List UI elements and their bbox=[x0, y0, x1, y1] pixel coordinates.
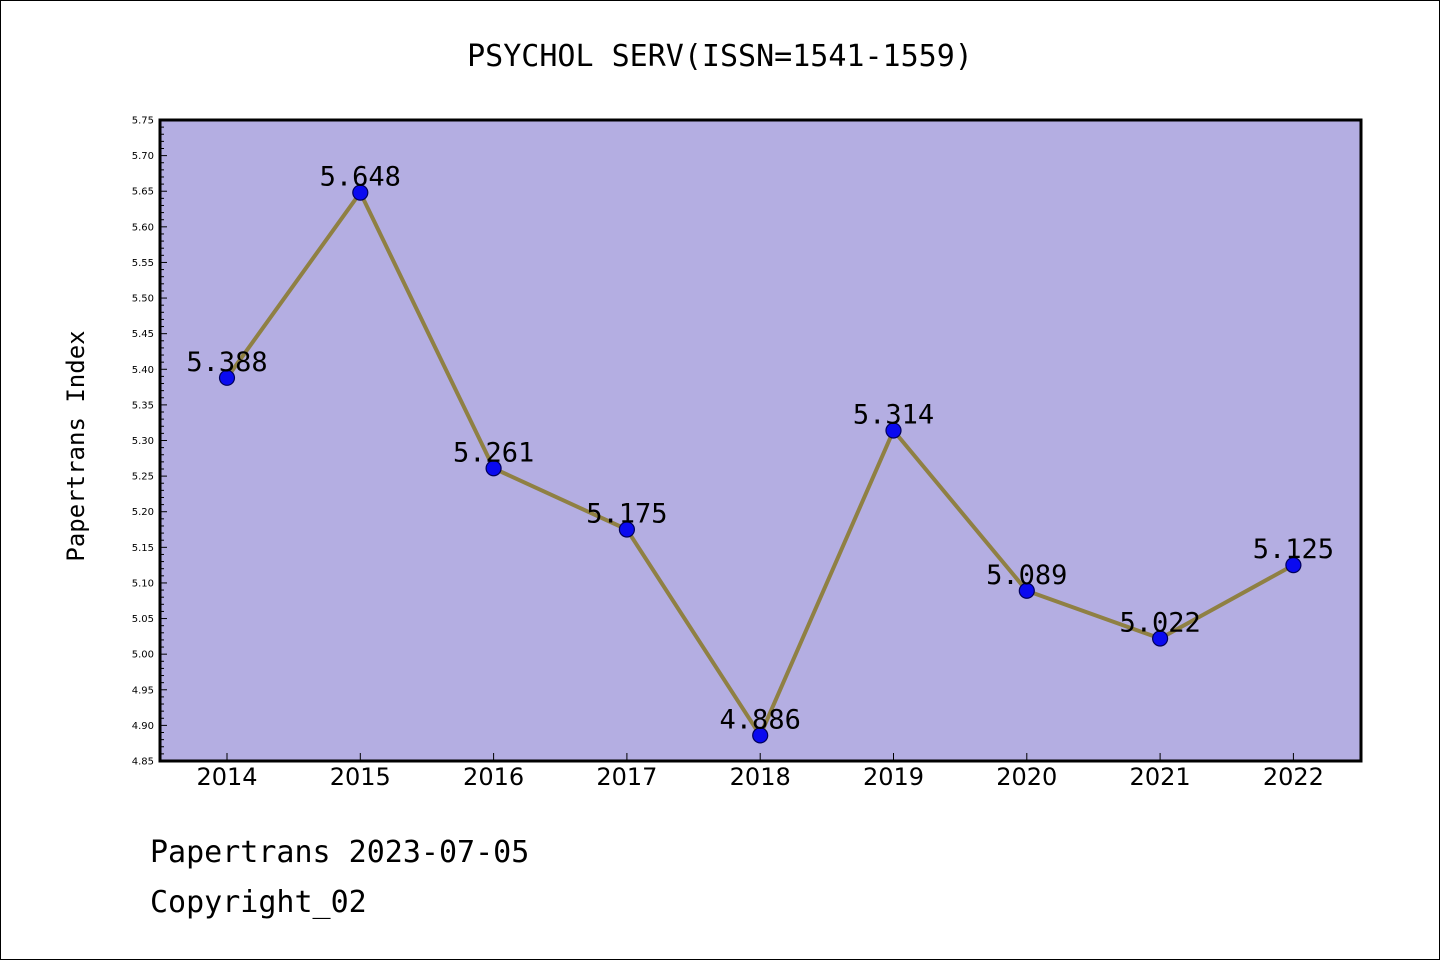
y-tick-label: 5.10 bbox=[132, 578, 154, 589]
copyright-text: Copyright_02 bbox=[150, 885, 367, 920]
x-tick-label: 2022 bbox=[1263, 763, 1324, 791]
plot-area bbox=[158, 118, 1363, 763]
x-tick-label: 2015 bbox=[330, 763, 391, 791]
data-label: 5.125 bbox=[1253, 534, 1334, 565]
y-tick-label: 5.70 bbox=[132, 151, 154, 162]
y-tick-label: 5.00 bbox=[132, 650, 154, 661]
y-tick-label: 5.60 bbox=[132, 222, 154, 233]
y-tick-label: 5.20 bbox=[132, 507, 154, 518]
x-tick-label: 2017 bbox=[596, 763, 657, 791]
x-tick-label: 2016 bbox=[463, 763, 524, 791]
y-axis: 4.85 4.90 4.95 5.00 5.05 5.10 5.15 5.20 5.25 5.30… bbox=[132, 116, 167, 768]
data-point-marker bbox=[1285, 557, 1302, 574]
y-tick-label: 4.95 bbox=[132, 685, 154, 696]
x-tick-label: 2021 bbox=[1130, 763, 1191, 791]
data-label: 4.886 bbox=[720, 704, 801, 735]
y-tick-label: 5.50 bbox=[132, 294, 154, 305]
chart-title: PSYCHOL SERV(ISSN=1541-1559) bbox=[467, 39, 973, 74]
data-point-marker bbox=[752, 727, 769, 744]
data-point-marker bbox=[352, 184, 369, 201]
y-tick-label: 5.30 bbox=[132, 436, 154, 447]
x-tick-label: 2019 bbox=[863, 763, 924, 791]
source-date-text: Papertrans 2023-07-05 bbox=[150, 835, 530, 870]
y-tick-label: 5.40 bbox=[132, 365, 154, 376]
x-tick-label: 2020 bbox=[996, 763, 1057, 791]
y-tick-label: 5.55 bbox=[132, 258, 154, 269]
data-label: 5.648 bbox=[320, 162, 401, 193]
data-label: 5.089 bbox=[986, 560, 1067, 591]
data-point-marker bbox=[218, 369, 236, 386]
data-label: 5.314 bbox=[853, 400, 934, 431]
y-tick-label: 4.90 bbox=[132, 721, 154, 732]
data-label-group: 5.388 5.648 5.261 5.175 4.886 5.314 5.089 5.022… bbox=[186, 162, 1334, 736]
y-tick-label: 5.75 bbox=[132, 116, 154, 127]
y-tick-label: 5.45 bbox=[132, 329, 154, 340]
marker-group bbox=[218, 184, 1302, 744]
data-point-marker bbox=[885, 422, 902, 439]
y-tick-label: 5.05 bbox=[132, 614, 154, 625]
y-tick-label: 5.65 bbox=[132, 187, 154, 198]
data-label: 5.022 bbox=[1119, 607, 1200, 638]
data-point-marker bbox=[1018, 582, 1035, 599]
y-tick-label: 4.85 bbox=[132, 757, 154, 768]
x-tick-label: 2014 bbox=[196, 763, 257, 791]
x-tick-label: 2018 bbox=[730, 763, 791, 791]
y-axis-label: Papertrans Index bbox=[62, 330, 90, 561]
data-point-marker bbox=[618, 521, 636, 538]
data-label: 5.261 bbox=[453, 437, 534, 468]
y-tick-label: 5.35 bbox=[132, 400, 154, 411]
data-point-marker bbox=[485, 460, 502, 477]
data-label: 5.175 bbox=[586, 499, 667, 530]
y-tick-label: 5.25 bbox=[132, 472, 154, 483]
y-tick-label: 5.15 bbox=[132, 543, 154, 554]
data-point-marker bbox=[1151, 630, 1169, 647]
data-label: 5.388 bbox=[186, 347, 267, 378]
x-axis: 2014 2015 2016 2017 2018 2019 2020 2021 2022 bbox=[196, 753, 1324, 791]
